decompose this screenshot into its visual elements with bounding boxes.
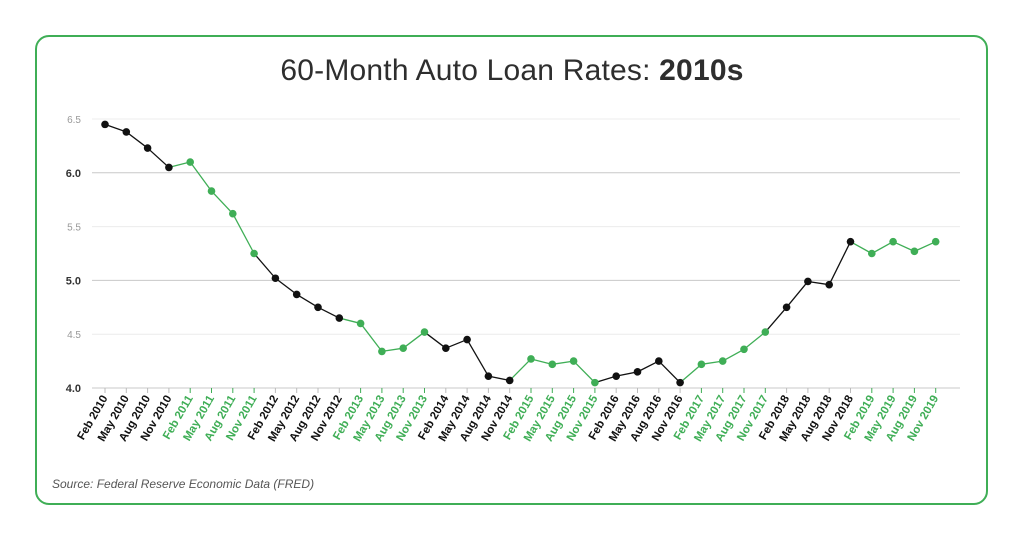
data-point [207, 187, 216, 195]
data-point [910, 247, 919, 256]
series-line-segment [786, 281, 809, 308]
data-point [165, 163, 173, 172]
data-point [271, 274, 280, 283]
series-line-segment [764, 306, 788, 333]
series-line-segment [445, 338, 468, 349]
series-line-segment [211, 190, 234, 215]
data-point [718, 357, 727, 365]
data-point [101, 120, 109, 129]
data-point [442, 344, 450, 352]
data-point [229, 209, 237, 218]
data-point [931, 237, 940, 246]
series-line-segment [253, 253, 276, 279]
data-point [676, 378, 684, 387]
data-point [527, 355, 535, 363]
series-line-segment [850, 241, 873, 255]
data-point [655, 357, 663, 365]
chart-card [35, 35, 988, 505]
series-line-segment [466, 339, 489, 377]
series-line-segment [743, 331, 766, 350]
chart-title-emphasis: 2010s [659, 54, 744, 87]
data-point [356, 319, 365, 328]
data-point [740, 345, 748, 354]
data-point [399, 344, 408, 352]
data-point [314, 303, 322, 312]
series-line-segment [658, 360, 681, 384]
y-tick-label: 4.0 [66, 383, 81, 395]
data-point [186, 158, 194, 166]
data-point [825, 280, 833, 289]
series-line-segment [892, 241, 915, 252]
y-tick-label: 5.5 [67, 223, 81, 234]
series-line-segment [189, 161, 213, 192]
y-tick-label: 5.0 [66, 275, 81, 287]
chart-title: 60-Month Auto Loan Rates: 2010s [0, 54, 1024, 88]
source-note: Source: Federal Reserve Economic Data (F… [52, 477, 315, 491]
data-point [697, 360, 706, 369]
series-line-segment [360, 323, 383, 352]
series-line-segment [232, 213, 255, 254]
data-point [804, 277, 812, 286]
series-line-segment [871, 241, 894, 255]
series-line-segment [402, 331, 425, 349]
data-point [846, 237, 855, 246]
data-point [782, 303, 791, 312]
series-line-segment [296, 293, 319, 308]
data-point [335, 314, 344, 322]
data-point [633, 368, 642, 376]
data-point [591, 378, 599, 387]
series-line-segment [637, 360, 660, 373]
data-point [505, 376, 514, 385]
series-line-segment [828, 241, 852, 285]
data-point [143, 144, 152, 152]
series-line-segment [509, 358, 532, 381]
series-line-segment [147, 147, 170, 168]
data-point [420, 328, 429, 336]
data-point [122, 128, 131, 136]
series-line-segment [275, 277, 298, 295]
series-line-segment [914, 241, 936, 252]
data-point [868, 249, 876, 258]
data-point [378, 347, 386, 356]
data-point [548, 360, 557, 369]
data-point [889, 237, 897, 246]
series-line-segment [679, 363, 702, 384]
series-line-segment [125, 131, 148, 149]
data-point [612, 372, 620, 380]
series-line-segment [722, 348, 745, 362]
y-tick-label: 6.0 [66, 168, 81, 180]
y-tick-label: 4.5 [67, 330, 81, 341]
data-point [569, 357, 578, 365]
series-line-segment [424, 331, 447, 349]
data-point [761, 328, 770, 336]
chart-title-text: 60-Month Auto Loan Rates: [280, 54, 651, 87]
series-line-segment [573, 360, 596, 384]
data-point [463, 335, 471, 344]
data-point [250, 249, 258, 258]
data-point [292, 290, 301, 299]
data-point [484, 372, 493, 380]
y-tick-label: 6.5 [67, 115, 81, 126]
series-line-segment [317, 306, 340, 319]
